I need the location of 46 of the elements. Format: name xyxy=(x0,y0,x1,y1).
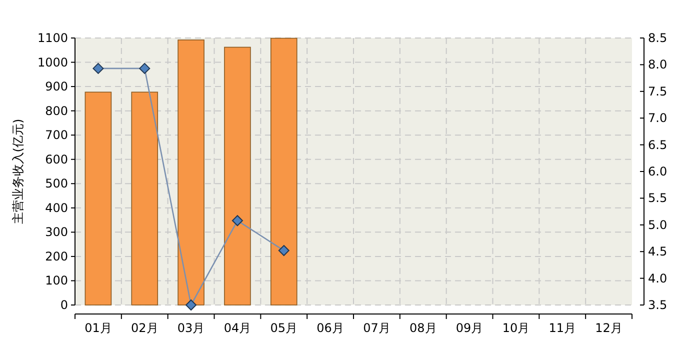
y-tick-label: 900 xyxy=(45,80,68,94)
point xyxy=(139,62,150,74)
bar xyxy=(84,92,112,306)
y-axis-title: 主营业务收入(亿元) xyxy=(11,118,25,224)
x-tick-label: 10月 xyxy=(502,321,530,335)
point xyxy=(186,300,197,310)
point xyxy=(232,215,243,226)
y2-tick-label: 3.5 xyxy=(648,298,668,312)
bar xyxy=(178,40,204,306)
x-tick-label: 11月 xyxy=(548,321,576,335)
y2-tick-label: 4.0 xyxy=(648,271,668,286)
y2-tick-label: 7.0 xyxy=(648,111,668,126)
x-tick-label: 12月 xyxy=(595,321,622,335)
y2-tick-label: 4.5 xyxy=(648,244,668,259)
y-tick-label: 500 xyxy=(45,176,68,191)
x-tick-label: 08月 xyxy=(409,321,437,335)
y-tick-label: 400 xyxy=(45,200,68,215)
point xyxy=(278,245,290,256)
bar xyxy=(270,38,298,306)
y-tick-label: 1100 xyxy=(37,31,68,45)
y2-tick-label: 8.5 xyxy=(648,31,668,45)
y-tick-label: 300 xyxy=(45,225,68,240)
x-tick-label: 03月 xyxy=(177,321,205,335)
y-tick-label: 1000 xyxy=(37,55,68,70)
x-tick-label: 01月 xyxy=(84,321,112,335)
y-tick-label: 600 xyxy=(45,152,68,166)
y2-tick-label: 5.0 xyxy=(648,218,668,232)
y-tick-label: 100 xyxy=(45,274,68,288)
x-tick-label: 09月 xyxy=(456,321,484,335)
x-tick-label: 02月 xyxy=(130,321,158,335)
x-tick-label: 07月 xyxy=(363,321,390,335)
x-tick-label: 04月 xyxy=(224,321,252,335)
y2-tick-label: 6.0 xyxy=(648,164,668,178)
bar xyxy=(224,46,251,306)
bar xyxy=(131,92,158,306)
point xyxy=(92,62,104,74)
x-tick-label: 06月 xyxy=(316,321,344,335)
y-tick-label: 700 xyxy=(45,128,68,142)
y2-tick-label: 8.0 xyxy=(648,58,668,72)
y-tick-label: 0 xyxy=(60,298,68,312)
y2-tick-label: 6.5 xyxy=(648,138,668,152)
y2-tick-label: 5.5 xyxy=(648,191,668,206)
x-tick-label: 05月 xyxy=(270,321,298,335)
y-tick-label: 200 xyxy=(45,249,68,264)
y2-tick-label: 7.5 xyxy=(648,84,668,98)
y-tick-label: 800 xyxy=(45,104,68,118)
